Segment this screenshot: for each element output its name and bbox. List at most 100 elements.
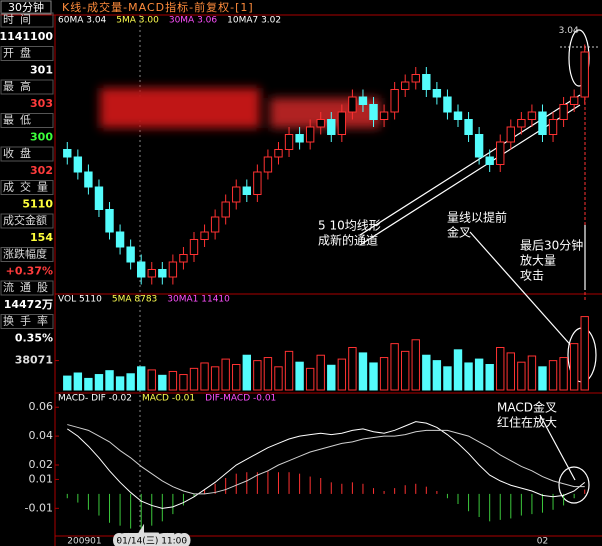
candle-body	[401, 81, 410, 90]
y-tick-label: 0.01	[29, 472, 54, 485]
candle-body	[506, 126, 515, 143]
period-box	[0, 0, 52, 15]
candle-body	[105, 209, 114, 233]
volume-bar	[474, 358, 484, 391]
volume-bar	[253, 360, 262, 391]
candle-body	[232, 186, 241, 203]
volume-bar	[316, 354, 325, 391]
info-label: 收盘	[3, 146, 37, 160]
info-label-box	[0, 46, 54, 61]
info-label: 成交量	[3, 180, 54, 194]
info-value: 302	[30, 164, 53, 177]
period: 30分钟	[8, 0, 44, 14]
candle-body	[137, 261, 146, 278]
info-value: 301	[30, 64, 53, 77]
legend-entry: VOL 5110	[58, 295, 102, 305]
candle-body	[284, 134, 294, 150]
legend-entry: 10MA7 3.02	[227, 16, 281, 26]
volume-bar	[327, 364, 336, 391]
volume-bar	[485, 364, 494, 391]
price-annotation: 3.04	[559, 26, 579, 36]
volume-bar	[200, 362, 209, 391]
candle-body	[179, 254, 188, 263]
volume-bar	[168, 370, 178, 391]
info-value: 0.35%	[15, 332, 53, 345]
volume-bar	[94, 374, 104, 391]
candle-body	[221, 201, 230, 218]
info-value: +0.37%	[6, 265, 53, 278]
candle-body	[390, 89, 399, 113]
y-tick-label: 0.06	[29, 400, 54, 413]
volume-bar	[496, 347, 505, 391]
volume-bar	[358, 352, 368, 391]
info-label-box	[0, 180, 54, 195]
volume-bar	[63, 375, 72, 391]
info-label-box	[0, 79, 54, 95]
volume-bar	[242, 354, 251, 391]
volume-bar	[348, 347, 357, 391]
info-label-box	[0, 247, 54, 262]
info-label-box	[0, 113, 54, 128]
volume-bar	[115, 376, 125, 391]
legend-entry: MACD -0.01	[142, 394, 195, 404]
info-label-box	[0, 314, 54, 329]
volume-bar	[443, 366, 452, 391]
volume-bar	[464, 362, 473, 391]
volume-bar	[84, 377, 93, 391]
candle-body	[580, 51, 589, 98]
candle-body	[200, 231, 209, 240]
candle-body	[305, 126, 315, 143]
volume-bar	[137, 366, 146, 391]
candle-body	[84, 171, 93, 188]
volume-bar	[263, 357, 273, 391]
info-label: 成交金额	[3, 213, 47, 227]
volume-bar	[210, 366, 220, 391]
volume-bar	[527, 355, 537, 391]
candle-body	[474, 134, 484, 158]
x-tick-label: 02	[537, 537, 548, 546]
candle-body	[453, 111, 463, 120]
volume-bar	[379, 357, 389, 391]
volume-bar	[538, 366, 547, 391]
annotation: 红住在放大	[497, 415, 557, 430]
volume-bar	[274, 366, 283, 391]
candle-body	[295, 134, 304, 143]
annotation: 放大量	[520, 253, 556, 268]
volume-bar	[580, 316, 589, 391]
y-tick-label: 0.04	[29, 429, 54, 442]
candle-body	[242, 186, 251, 195]
volume-bar	[73, 372, 83, 391]
macd-line	[66, 421, 586, 509]
candle-body	[358, 96, 368, 105]
info-label: 最高	[3, 79, 37, 93]
legend-entry: 30MA1 11410	[167, 295, 230, 305]
candle-body	[115, 231, 125, 248]
volume-bar	[401, 350, 410, 391]
annotation: 量线以提前	[447, 210, 507, 225]
candle-body	[126, 246, 135, 263]
info-value: 01141100	[0, 30, 53, 43]
macd-line	[67, 424, 585, 495]
y-tick-label: 38071	[15, 354, 53, 367]
annotation: 攻击	[520, 269, 544, 283]
candle-body	[432, 89, 442, 98]
info-label-box	[0, 146, 54, 162]
info-value: 5110	[22, 198, 53, 211]
x-tick-label: 01/14(三) 11:00	[116, 537, 187, 546]
annotation: 金叉	[447, 225, 471, 240]
volume-bar	[390, 343, 399, 391]
info-label-box	[0, 213, 54, 229]
candle-body	[189, 239, 199, 255]
candle-body	[485, 156, 494, 165]
volume-bar	[569, 343, 579, 391]
volume-bar	[221, 358, 230, 391]
candle-body	[548, 119, 558, 135]
info-label: 换手率	[3, 314, 54, 328]
x-tick-label: 200901	[67, 537, 101, 546]
info-label: 时间	[3, 13, 37, 26]
info-label: 涨跌幅度	[3, 247, 47, 261]
volume-bar	[453, 349, 463, 391]
volume-bar	[158, 374, 167, 391]
